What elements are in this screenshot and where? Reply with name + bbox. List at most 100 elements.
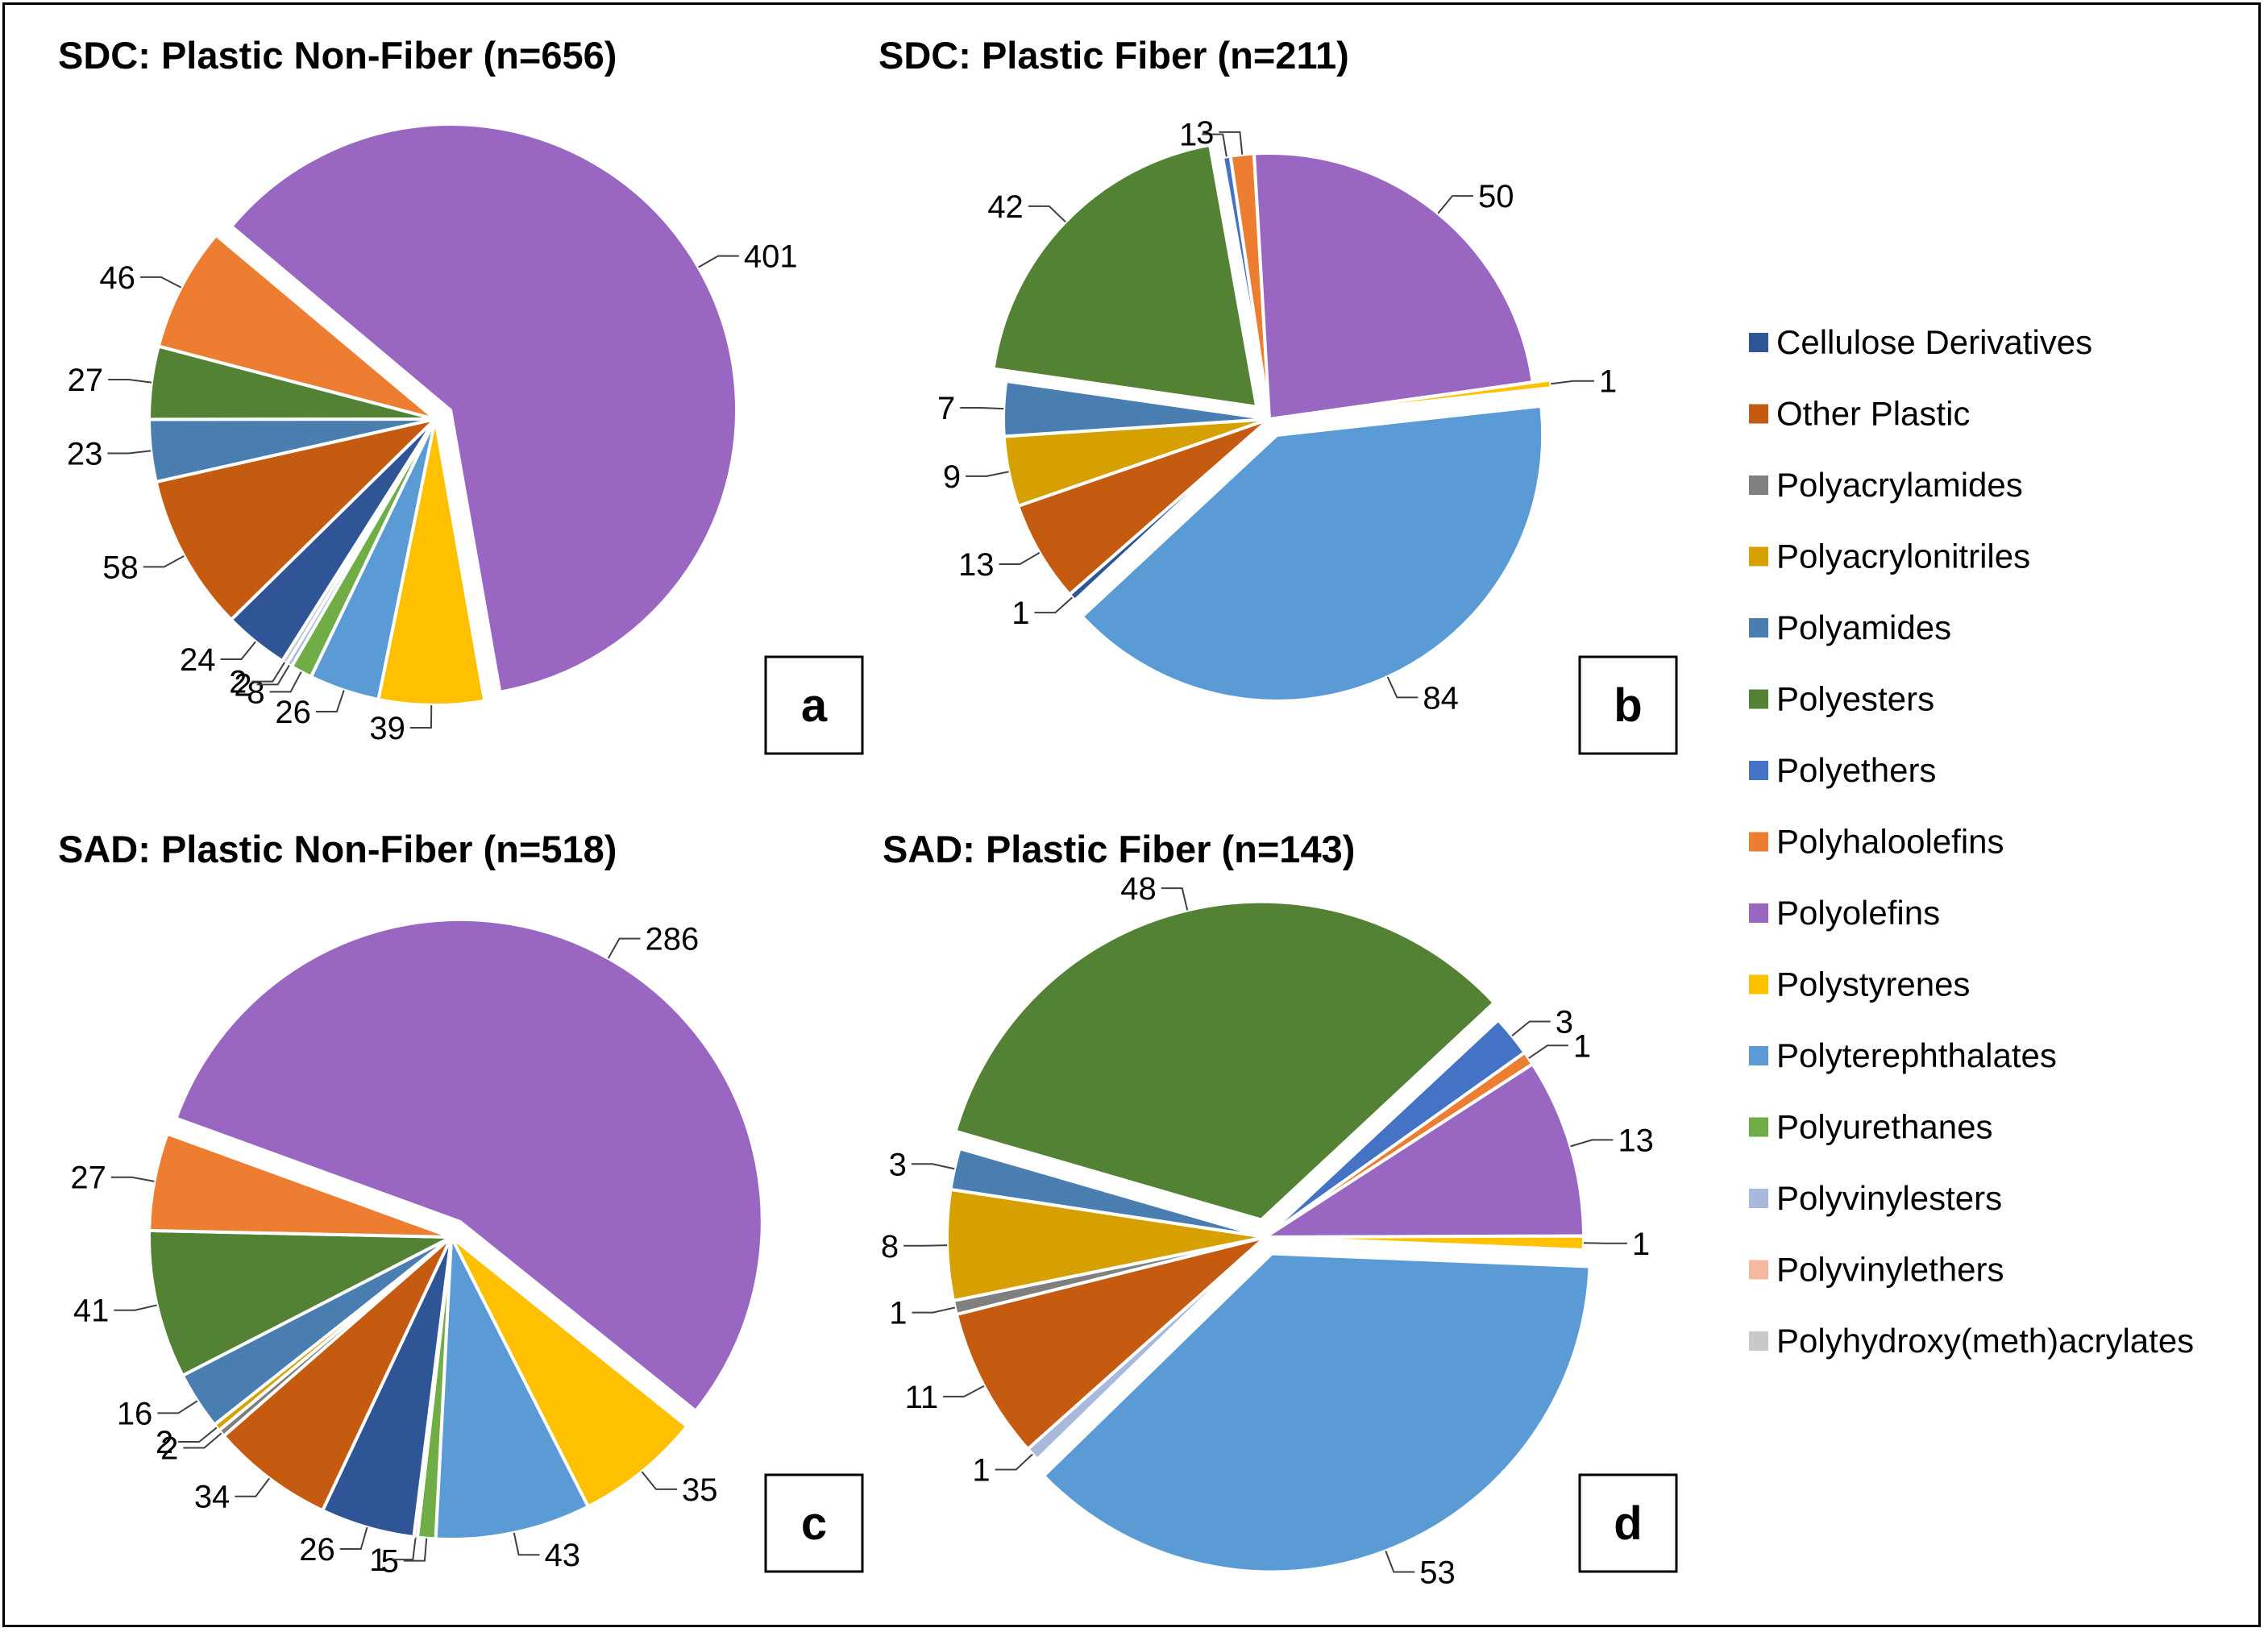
chart-title: SAD: Plastic Fiber (n=143) [883, 828, 1355, 870]
legend-swatch-polyacrylamides [1749, 475, 1768, 495]
data-label: 53 [1419, 1555, 1456, 1591]
pie-slice-polyolefins [173, 917, 764, 1414]
leader-line [607, 937, 641, 959]
leader-line [1161, 887, 1189, 911]
leader-line [108, 379, 152, 384]
data-label: 27 [70, 1161, 106, 1196]
leader-line [513, 1532, 540, 1556]
legend-swatch-polyterephthalates [1749, 1046, 1768, 1065]
data-label: 13 [958, 547, 995, 583]
data-label: 1 [1632, 1227, 1650, 1262]
leader-line [1511, 1020, 1551, 1036]
pie-slice-polyamides [949, 1146, 1266, 1239]
data-label: 42 [987, 189, 1024, 225]
legend-label: Polyethers [1776, 751, 1936, 789]
data-label: 8 [881, 1229, 899, 1264]
pie-slice-polystyrenes [1265, 1234, 1586, 1252]
data-label: 3 [889, 1147, 907, 1182]
legend-swatch-polyamides [1749, 618, 1768, 637]
panel-letter-box [764, 655, 864, 755]
panel-letter-box [1578, 655, 1678, 755]
pie-slice-polyesters [953, 899, 1497, 1222]
pie-slice-polyamides [1002, 379, 1270, 438]
data-label: 26 [299, 1532, 335, 1568]
data-label: 9 [943, 459, 961, 495]
leader-line [1583, 1242, 1627, 1244]
legend-label: Other Plastic [1776, 395, 1970, 433]
legend-label: Polyolefins [1776, 894, 1940, 932]
leader-line [1528, 1044, 1568, 1059]
pie-slice-polyacrylonitriles [945, 1187, 1266, 1303]
leader-line [269, 671, 302, 693]
legend-label: Polyvinylethers [1776, 1251, 2004, 1289]
leader-line [1437, 195, 1473, 214]
legend-swatch-polyesters [1749, 689, 1768, 709]
data-label: 39 [369, 711, 405, 746]
panel-letter: a [801, 679, 828, 732]
data-label: 11 [905, 1380, 939, 1415]
data-label: 2 [229, 665, 247, 700]
leader-line [403, 1538, 428, 1562]
legend-swatch-polyurethanes [1749, 1117, 1768, 1137]
data-label: 1 [1179, 118, 1197, 153]
leader-line [107, 450, 152, 455]
legend-label: Polyamides [1776, 608, 1951, 646]
leader-line [251, 662, 285, 683]
leader-line [1551, 380, 1595, 385]
pie-slice-polystyrenes [376, 418, 487, 707]
data-label: 1 [369, 1543, 387, 1578]
leader-line [256, 664, 290, 686]
leader-line [339, 1526, 368, 1551]
legend: Cellulose Derivatives Other Plastic Polyac… [1749, 323, 2194, 1360]
panel-letter-box [1578, 1473, 1678, 1573]
leader-line [1028, 205, 1066, 223]
legend-label: Polyacrylonitriles [1776, 538, 2030, 575]
data-label: 2 [160, 1431, 178, 1467]
pie-slice-other-plastic [1016, 417, 1271, 597]
data-label: 48 [1120, 871, 1157, 907]
data-label: 84 [1423, 680, 1459, 716]
leader-line [698, 255, 739, 268]
data-label: 2 [234, 667, 251, 703]
legend-swatch-polyhydroxy-meth-acrylates [1749, 1331, 1768, 1351]
data-label: 1 [972, 1452, 990, 1488]
leader-line [1219, 131, 1244, 155]
data-label: 3 [1196, 115, 1214, 151]
data-label: 46 [99, 260, 135, 296]
data-label: 34 [194, 1480, 231, 1515]
legend-label: Polyhaloolefins [1776, 823, 2004, 861]
leader-line [641, 1471, 678, 1490]
leader-line [1385, 1551, 1415, 1573]
panel-letter: b [1614, 679, 1642, 732]
panel-letter: c [801, 1497, 827, 1550]
legend-swatch-other-plastic [1749, 404, 1768, 424]
pie-panel-a: SDC: Plastic Non-Fiber (n=656)4013926822… [58, 34, 864, 755]
leader-line [995, 1453, 1033, 1471]
data-label: 13 [1618, 1123, 1654, 1158]
pie-panel-d: SAD: Plastic Fiber (n=143)31131531111834… [881, 828, 1678, 1591]
legend-swatch-polystyrenes [1749, 974, 1768, 995]
leader-line [178, 1426, 218, 1443]
legend-label: Polyterephthalates [1776, 1036, 2057, 1074]
leader-line [235, 1477, 270, 1497]
leader-line [943, 1385, 985, 1397]
leader-line [139, 276, 182, 289]
legend-swatch-polyethers [1749, 761, 1768, 780]
pie-panel-c: SAD: Plastic Non-Fiber (n=518)2863543512… [58, 828, 864, 1580]
data-label: 1 [889, 1296, 907, 1331]
pie-slice-polyolefins [229, 123, 739, 695]
legend-swatch-polyvinylethers [1749, 1260, 1768, 1280]
data-label: 23 [67, 437, 103, 472]
data-label: 7 [937, 391, 955, 426]
leader-line [966, 471, 1009, 477]
data-label: 1 [1011, 596, 1029, 631]
data-label: 16 [117, 1396, 153, 1431]
leader-line [903, 1244, 948, 1247]
legend-label: Polystyrenes [1776, 965, 1970, 1003]
leader-line [315, 690, 345, 713]
leader-line [960, 407, 1004, 410]
legend-swatch-polyacrylonitriles [1749, 546, 1768, 567]
pie-slice-polyterephthalates [1079, 404, 1545, 703]
leader-line [110, 1176, 155, 1182]
